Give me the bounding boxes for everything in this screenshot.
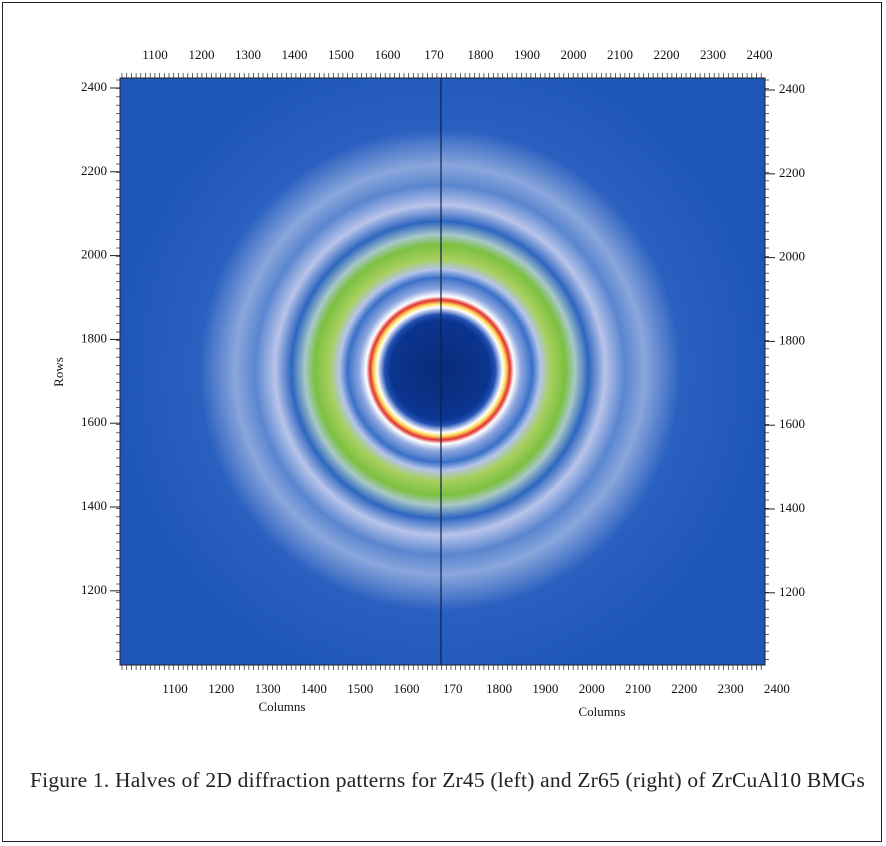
bottom-tick-label: 2200 xyxy=(671,681,697,696)
left-tick-label: 1200 xyxy=(81,582,107,597)
left-tick-label: 2000 xyxy=(81,247,107,262)
bottom-tick-label: 1300 xyxy=(255,681,281,696)
left-tick-label: 1600 xyxy=(81,414,107,429)
top-tick-label: 1300 xyxy=(235,47,261,62)
y-axis-label: Rows xyxy=(51,357,66,387)
left-tick-label: 1800 xyxy=(81,330,107,345)
top-tick-label: 2000 xyxy=(561,47,587,62)
bottom-tick-label: 1200 xyxy=(208,681,234,696)
top-tick-label: 1900 xyxy=(514,47,540,62)
left-tick-label: 2200 xyxy=(81,163,107,178)
top-tick-label: 2400 xyxy=(747,47,773,62)
right-tick-label: 1200 xyxy=(779,584,805,599)
bottom-tick-label: 1400 xyxy=(301,681,327,696)
bottom-tick-label: 1100 xyxy=(162,681,188,696)
x-axis-label: Columns xyxy=(579,704,626,719)
figure: Rows Columns Columns 1100 1200 1300 1400 150… xyxy=(0,0,886,846)
top-tick-label: 1500 xyxy=(328,47,354,62)
left-tick-label: 1400 xyxy=(81,498,107,513)
caption: Figure 1. Halves of 2D diffraction patte… xyxy=(30,758,865,802)
page: Rows Columns Columns 1100 1200 1300 1400 150… xyxy=(0,0,886,846)
bottom-tick-label: 2000 xyxy=(579,681,605,696)
top-tick-label: 170 xyxy=(424,47,444,62)
top-tick-label: 2200 xyxy=(654,47,680,62)
top-tick-label: 1100 xyxy=(142,47,168,62)
diffraction-pattern xyxy=(120,78,765,665)
bottom-tick-label: 1800 xyxy=(486,681,512,696)
top-tick-label: 1400 xyxy=(282,47,308,62)
right-tick-label: 2400 xyxy=(779,81,805,96)
x-axis-label: Columns xyxy=(259,699,306,714)
bottom-tick-label: 1600 xyxy=(394,681,420,696)
right-tick-label: 2200 xyxy=(779,165,805,180)
right-tick-label: 1600 xyxy=(779,416,805,431)
bottom-tick-label: 1900 xyxy=(532,681,558,696)
top-tick-label: 1200 xyxy=(189,47,215,62)
bottom-tick-label: 2300 xyxy=(718,681,744,696)
top-tick-label: 1600 xyxy=(375,47,401,62)
right-tick-label: 2000 xyxy=(779,249,805,264)
bottom-tick-label: 170 xyxy=(443,681,463,696)
bottom-tick-label: 1500 xyxy=(347,681,373,696)
top-tick-label: 2300 xyxy=(700,47,726,62)
top-tick-label: 2100 xyxy=(607,47,633,62)
top-tick-label: 1800 xyxy=(468,47,494,62)
bottom-tick-label: 2100 xyxy=(625,681,651,696)
bottom-tick-label: 2400 xyxy=(764,681,790,696)
right-tick-label: 1400 xyxy=(779,500,805,515)
right-tick-label: 1800 xyxy=(779,332,805,347)
left-tick-label: 2400 xyxy=(81,79,107,94)
